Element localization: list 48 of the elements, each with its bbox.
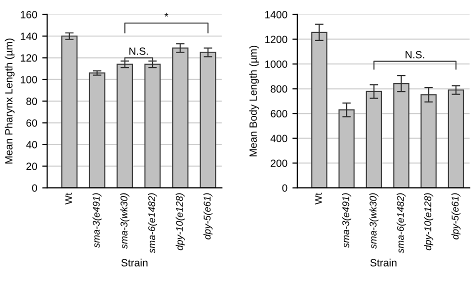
bar [393,83,410,188]
x-tick-label: dpy-10(e128) [424,193,434,250]
bar [338,109,355,188]
x-tick-label: sma-3(e491) [342,193,352,248]
x-tick-label: sma-3(wk30) [120,193,130,249]
x-tick-label: sma-6(e1482) [396,193,406,254]
annotation: * [164,12,168,17]
y-tick-label: 0 [282,184,288,192]
y-tick-label: 200 [270,160,288,167]
bar [448,89,464,188]
bar [116,64,133,188]
y-tick-label: 400 [270,134,288,142]
bar [311,32,328,188]
y-tick-label: 100 [20,76,38,84]
x-tick-label: dpy-5(e61) [451,193,460,240]
y-tick-label: 1000 [265,60,288,68]
bar [366,90,382,188]
y-axis-title: Mean Pharynx Length (µm) [4,38,15,164]
bar [172,47,188,188]
x-tick-label: sma-6(e1482) [148,193,158,254]
x-tick-label: dpy-10(e128) [176,193,185,250]
x-tick-label: Wt [315,192,322,205]
y-tick-label: 20 [26,162,38,170]
bar [61,36,78,188]
annotation: N.S. [406,50,424,58]
y-tick-label: 80 [26,98,38,106]
y-tick-label: 160 [20,10,38,18]
x-tick-label: sma-3(wk30) [369,193,378,249]
bar [200,52,216,188]
x-axis-title: Strain [370,258,396,266]
y-tick-label: 1200 [265,36,288,44]
x-tick-label: Wt [65,192,72,205]
bar [420,94,437,188]
y-tick-label: 600 [270,110,288,118]
y-tick-label: 0 [32,184,38,192]
y-tick-label: 40 [26,141,38,148]
y-tick-label: 140 [20,32,38,40]
x-axis-title: Strain [121,258,148,266]
y-tick-label: 800 [270,85,288,93]
bar [144,64,161,188]
y-axis-title: Mean Body Length (µm) [249,46,259,156]
x-tick-label: sma-3(e491) [92,193,102,248]
y-tick-label: 1400 [265,10,288,18]
y-tick-label: 60 [26,119,38,127]
annotation: N.S. [129,48,148,55]
y-tick-label: 120 [20,54,38,62]
bar [88,72,106,188]
x-tick-label: dpy-5(e61) [203,193,213,240]
